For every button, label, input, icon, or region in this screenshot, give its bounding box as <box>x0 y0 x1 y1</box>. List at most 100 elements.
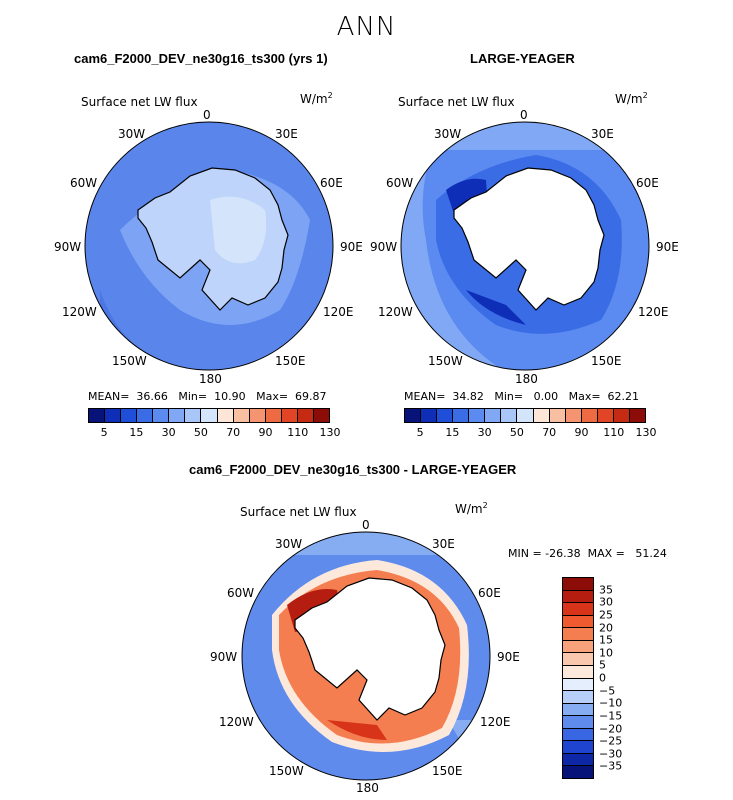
colorbar-tick-label: 50 <box>193 426 208 439</box>
left-variable-label: Surface net LW flux <box>81 95 198 109</box>
diff-colorbar-swatch <box>563 753 593 767</box>
right-lon-30w: 30W <box>434 127 462 141</box>
diff-lon-0: 0 <box>362 518 370 532</box>
colorbar-tick-label: 70 <box>226 426 241 439</box>
colorbar-swatch <box>249 409 266 422</box>
colorbar-swatch <box>469 409 486 422</box>
colorbar-swatch <box>185 409 202 422</box>
right-lon-30e: 30E <box>591 127 614 141</box>
diff-colorbar-tick-label: −30 <box>599 747 623 761</box>
colorbar-tick-label: 130 <box>319 426 341 439</box>
diff-colorbar-swatch <box>563 678 593 692</box>
diff-lon-90e: 90E <box>497 650 520 664</box>
diff-colorbar-tick-label: −35 <box>599 759 623 773</box>
diff-colorbar-swatch <box>563 628 593 641</box>
left-units-label: W/m2 <box>300 91 333 106</box>
diff-colorbar-tick-label: 30 <box>599 595 613 609</box>
left-panel-title: cam6_F2000_DEV_ne30g16_ts300 (yrs 1) <box>74 51 328 66</box>
season-title: ANN <box>336 12 397 42</box>
diff-antarctica <box>294 577 446 721</box>
diff-colorbar-swatch <box>563 741 593 754</box>
colorbar-swatch <box>217 409 234 422</box>
diff-panel-title: cam6_F2000_DEV_ne30g16_ts300 - LARGE-YEA… <box>189 462 517 477</box>
diff-colorbar-swatch <box>563 640 593 654</box>
colorbar-swatch <box>533 409 550 422</box>
colorbar-swatch <box>453 409 470 422</box>
diff-lon-150w: 150W <box>269 764 304 778</box>
diff-lon-120e: 120E <box>480 715 511 729</box>
diff-colorbar-swatch <box>563 653 593 666</box>
colorbar-swatch <box>281 409 298 422</box>
diff-colorbar-swatch <box>563 615 593 629</box>
colorbar-swatch <box>89 409 106 422</box>
colorbar-swatch <box>597 409 614 422</box>
colorbar-swatch <box>517 409 534 422</box>
colorbar-tick-label: 130 <box>635 426 657 439</box>
colorbar-tick-label: 15 <box>445 426 460 439</box>
colorbar-tick-label: 90 <box>258 426 273 439</box>
diff-lon-60e: 60E <box>478 586 501 600</box>
right-lon-120w: 120W <box>378 305 413 319</box>
diff-variable-label: Surface net LW flux <box>240 505 357 519</box>
colorbar-swatch <box>201 409 218 422</box>
diff-lon-30e: 30E <box>432 537 455 551</box>
diff-colorbar-tick-label: −15 <box>599 709 623 723</box>
colorbar-swatch <box>105 409 122 422</box>
right-variable-label: Surface net LW flux <box>398 95 515 109</box>
colorbar-tick-label: 110 <box>603 426 625 439</box>
diff-colorbar-tick-label: 0 <box>599 671 606 685</box>
right-panel-title: LARGE-YEAGER <box>470 51 575 66</box>
diff-colorbar-tick-label: 5 <box>599 658 606 672</box>
diff-lon-150e: 150E <box>432 764 463 778</box>
left-lon-90e: 90E <box>340 240 363 254</box>
diff-colorbar-tick-label: 10 <box>599 646 613 660</box>
left-lon-120w: 120W <box>62 305 97 319</box>
diff-lon-120w: 120W <box>219 715 254 729</box>
diff-colorbar-tick-label: −20 <box>599 722 623 735</box>
right-lon-150e: 150E <box>591 354 622 368</box>
diff-colorbar-swatch <box>563 728 593 742</box>
colorbar-tick-label: 30 <box>161 426 176 439</box>
colorbar-swatch <box>169 409 186 422</box>
right-units-label: W/m2 <box>615 91 648 106</box>
diff-colorbar-tick-label: −25 <box>599 734 623 748</box>
left-lon-150e: 150E <box>275 354 306 368</box>
right-lon-90e: 90E <box>656 240 679 254</box>
colorbar-swatch <box>437 409 454 422</box>
diff-colorbar-swatch <box>563 578 593 591</box>
colorbar-swatch <box>153 409 170 422</box>
left-lon-30e: 30E <box>275 127 298 141</box>
diff-colorbar-tick-label: 35 <box>599 583 613 597</box>
left-lon-180: 180 <box>199 372 222 386</box>
diff-colorbar-tick-label: 20 <box>599 621 613 634</box>
right-lon-60e: 60E <box>636 176 659 190</box>
left-lon-150w: 150W <box>112 354 147 368</box>
colorbar-swatch <box>485 409 502 422</box>
left-lon-60w: 60W <box>70 176 98 190</box>
left-stats: MEAN= 36.66 Min= 10.90 Max= 69.87 <box>88 390 327 403</box>
diff-units-label: W/m2 <box>455 501 488 516</box>
left-polar-map <box>84 121 334 371</box>
right-polar-map <box>400 121 650 371</box>
diff-colorbar-tick-label: −5 <box>599 684 616 698</box>
colorbar-swatch <box>581 409 598 422</box>
colorbar-swatch <box>613 409 630 422</box>
diff-lon-60w: 60W <box>227 586 255 600</box>
colorbar-tick-label: 5 <box>100 426 108 439</box>
left-lon-90w: 90W <box>54 240 82 254</box>
right-antarctica <box>453 167 605 311</box>
left-lon-60e: 60E <box>320 176 343 190</box>
colorbar-swatch <box>549 409 566 422</box>
colorbar-swatch <box>265 409 282 422</box>
colorbar-swatch <box>137 409 154 422</box>
colorbar-swatch <box>629 409 645 422</box>
right-lon-60w: 60W <box>386 176 414 190</box>
colorbar-tick-label: 5 <box>416 426 424 439</box>
colorbar-swatch <box>297 409 314 422</box>
left-lon-30w: 30W <box>118 127 146 141</box>
right-lon-150w: 150W <box>428 354 463 368</box>
colorbar-swatch <box>233 409 250 422</box>
right-stats: MEAN= 34.82 Min= 0.00 Max= 62.21 <box>404 390 640 403</box>
diff-colorbar-tick-label: 15 <box>599 633 613 647</box>
colorbar-tick-label: 110 <box>287 426 309 439</box>
